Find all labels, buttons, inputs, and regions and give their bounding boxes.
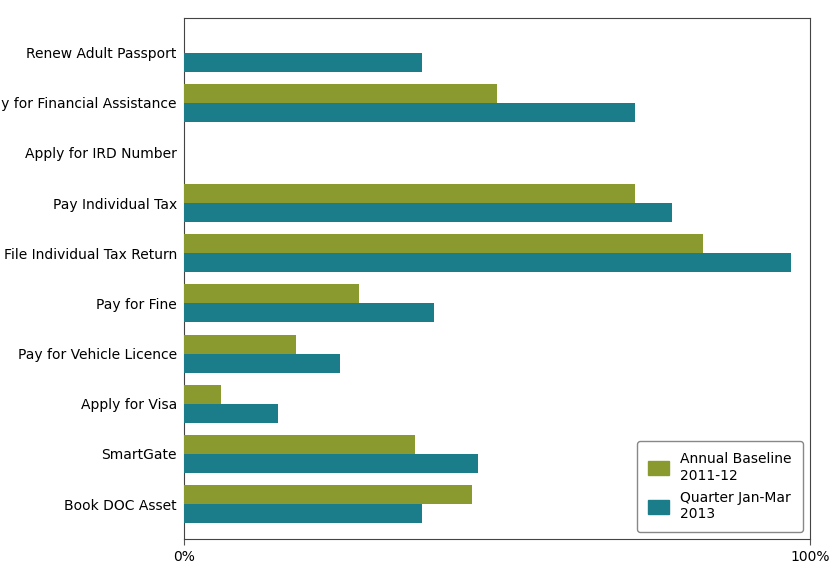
Bar bbox=[184, 284, 359, 304]
Bar bbox=[184, 53, 422, 71]
Bar bbox=[184, 335, 296, 353]
Bar bbox=[184, 84, 497, 103]
Bar bbox=[184, 203, 672, 222]
Legend: Annual Baseline
2011-12, Quarter Jan-Mar
2013: Annual Baseline 2011-12, Quarter Jan-Mar… bbox=[637, 441, 803, 532]
Bar bbox=[184, 404, 277, 423]
Bar bbox=[184, 304, 434, 322]
Bar bbox=[184, 485, 472, 504]
Bar bbox=[184, 253, 791, 272]
Bar bbox=[184, 384, 221, 404]
Bar bbox=[184, 184, 635, 203]
Bar bbox=[184, 435, 416, 454]
Bar bbox=[184, 103, 635, 122]
Bar bbox=[184, 353, 341, 373]
Bar bbox=[184, 454, 478, 473]
Bar bbox=[184, 234, 703, 253]
Bar bbox=[184, 504, 422, 523]
